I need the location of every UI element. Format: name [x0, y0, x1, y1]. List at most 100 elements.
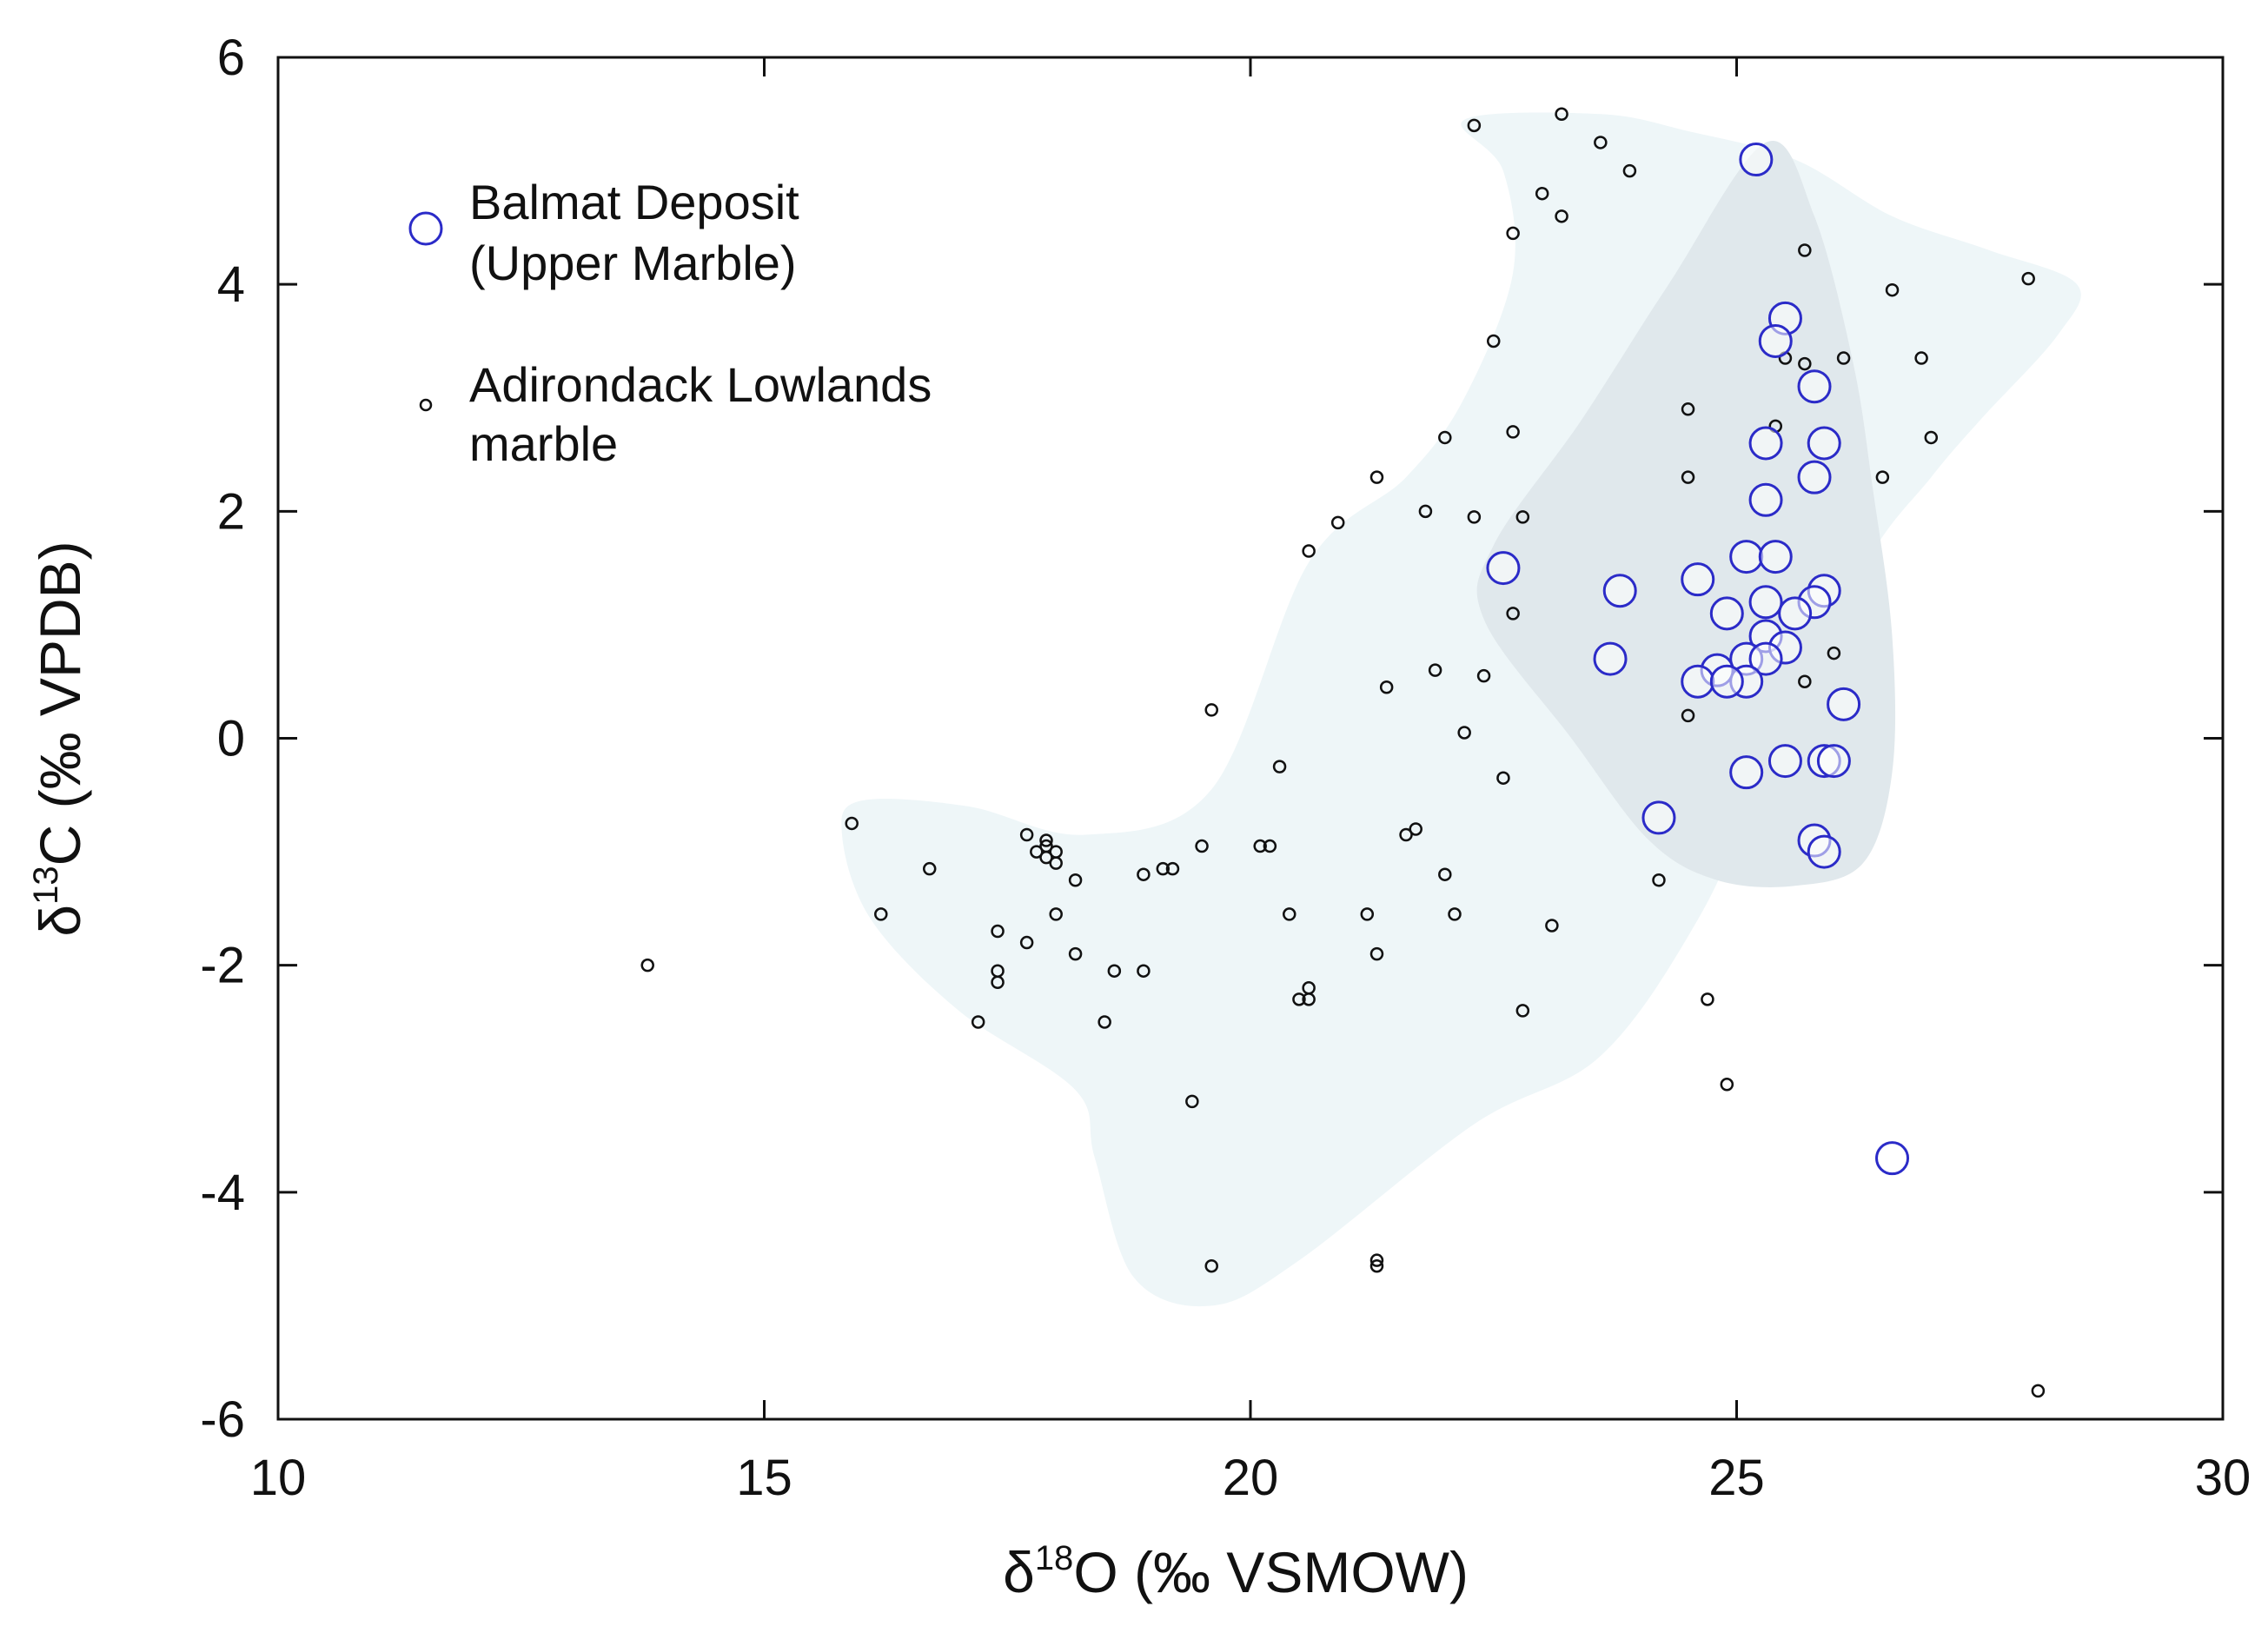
- balmat-point: [1807, 834, 1841, 869]
- lowlands-point: [1204, 1258, 1218, 1273]
- balmat-point: [1681, 562, 1715, 597]
- lowlands-point: [1555, 209, 1568, 223]
- balmat-point: [1827, 687, 1861, 721]
- lowlands-point: [1039, 833, 1053, 847]
- balmat-point: [1816, 744, 1851, 779]
- lowlands-point: [1827, 646, 1841, 661]
- y-tick-label: 6: [217, 30, 245, 86]
- lowlands-point: [1506, 607, 1520, 621]
- x-tick-label: 30: [2195, 1450, 2251, 1506]
- y-tick-label: -6: [200, 1391, 245, 1448]
- lowlands-point: [1506, 226, 1520, 241]
- lowlands-point: [1681, 708, 1695, 723]
- balmat-point: [1748, 482, 1783, 517]
- y-axis-title-sup: 13: [27, 866, 65, 905]
- lowlands-point: [991, 924, 1005, 939]
- balmat-point: [1767, 744, 1802, 779]
- legend-balmat-line1: Balmat Deposit: [469, 175, 799, 229]
- lowlands-point: [1369, 946, 1384, 961]
- lowlands-point: [1137, 964, 1151, 978]
- balmat-point: [1681, 664, 1715, 699]
- balmat-point: [1641, 800, 1676, 835]
- lowlands-point: [1098, 1015, 1111, 1029]
- balmat-point: [1739, 143, 1774, 177]
- lowlands-point: [971, 1015, 985, 1029]
- lowlands-point: [1030, 845, 1044, 859]
- lowlands-point: [1302, 992, 1316, 1006]
- lowlands-point: [1924, 430, 1939, 445]
- lowlands-point: [874, 907, 888, 921]
- lowlands-point: [1428, 663, 1442, 677]
- lowlands-point: [1545, 919, 1559, 933]
- x-tick-label: 10: [250, 1450, 307, 1506]
- balmat-point: [1778, 596, 1813, 631]
- legend: Balmat Deposit (Upper Marble) Adirondack…: [408, 175, 932, 471]
- balmat-point: [1748, 426, 1783, 461]
- lowlands-point: [1107, 964, 1122, 978]
- x-tick-label: 20: [1223, 1450, 1279, 1506]
- lowlands-point: [1156, 861, 1170, 876]
- balmat-point: [1748, 585, 1783, 620]
- lowlands-point: [1448, 907, 1462, 921]
- balmat-point: [1729, 755, 1764, 790]
- y-axis-title: δ13C (‰ VPDB): [27, 541, 92, 936]
- lowlands-point: [922, 861, 937, 876]
- balmat-point: [1797, 369, 1832, 404]
- lowlands-point: [1885, 282, 1900, 297]
- y-tick-label: 0: [217, 711, 245, 767]
- lowlands-point: [1681, 470, 1695, 484]
- lowlands-point: [2021, 271, 2035, 286]
- plot-fields: [841, 112, 2081, 1307]
- lowlands-point: [1369, 1258, 1384, 1273]
- lowlands-point: [1798, 674, 1812, 688]
- lowlands-point: [1379, 680, 1394, 694]
- lowlands-point: [1798, 243, 1812, 257]
- balmat-point: [1807, 426, 1841, 461]
- lowlands-point: [1068, 873, 1083, 887]
- balmat-point: [1875, 1141, 1910, 1176]
- y-axis-title-rest: C (‰ VPDB): [28, 541, 92, 866]
- x-tick-labels: 10 15 20 25 30: [250, 1450, 2251, 1506]
- lowlands-point: [1438, 867, 1452, 881]
- lowlands-point: [1137, 867, 1151, 881]
- lowlands-point: [1049, 907, 1063, 921]
- lowlands-point: [1836, 351, 1851, 365]
- lowlands-point: [1399, 827, 1413, 842]
- lowlands-point: [1283, 907, 1296, 921]
- lowlands-point: [1019, 935, 1034, 950]
- lowlands-point: [1369, 1253, 1384, 1267]
- balmat-point: [1709, 664, 1744, 699]
- x-axis-title: δ18O (‰ VSMOW): [1003, 1539, 1469, 1604]
- lowlands-point: [1515, 510, 1530, 524]
- y-tick-label: 4: [217, 256, 245, 313]
- legend-balmat-line2: (Upper Marble): [469, 236, 797, 290]
- lowlands-point: [1487, 334, 1501, 349]
- lowlands-point: [1438, 430, 1452, 445]
- x-tick-label: 25: [1708, 1450, 1765, 1506]
- x-tick-label: 15: [736, 1450, 792, 1506]
- lowlands-point: [1263, 839, 1277, 853]
- data-points: [640, 107, 2046, 1398]
- lowlands-point: [1292, 992, 1306, 1006]
- lowlands-point: [1272, 760, 1287, 773]
- lowlands-point: [1467, 118, 1482, 133]
- balmat-point: [1593, 641, 1628, 676]
- lowlands-point: [1360, 907, 1375, 921]
- balmat-point: [1729, 540, 1764, 574]
- lowlands-point: [1185, 1094, 1199, 1109]
- balmat-point: [1486, 551, 1521, 586]
- lowlands-point: [1515, 1004, 1530, 1018]
- x-axis-title-prefix: δ: [1003, 1540, 1035, 1604]
- lowlands-point: [1652, 873, 1666, 887]
- lowlands-point: [1418, 504, 1433, 519]
- lowlands-point: [1701, 992, 1714, 1006]
- lowlands-point: [1369, 470, 1384, 484]
- lowlands-point: [1253, 839, 1267, 853]
- y-tick-label: -4: [200, 1165, 245, 1221]
- y-axis-title-prefix: δ: [28, 905, 92, 937]
- lowlands-point: [845, 816, 859, 831]
- lowlands-point: [1875, 470, 1890, 484]
- lowlands-point: [1622, 163, 1637, 178]
- x-axis-title-rest: O (‰ VSMOW): [1073, 1540, 1469, 1604]
- y-tick-label: -2: [200, 938, 245, 994]
